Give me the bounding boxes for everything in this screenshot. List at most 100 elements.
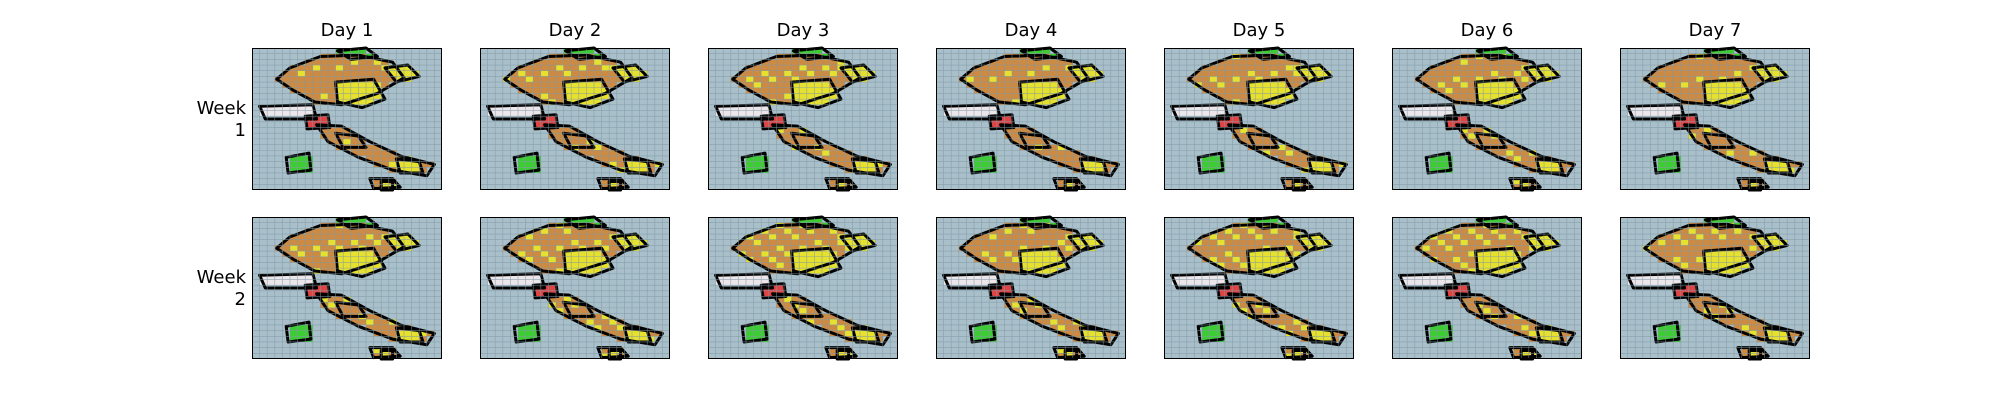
map-cell	[1285, 70, 1294, 77]
map-cell	[1490, 138, 1499, 145]
panel-frame	[1392, 48, 1582, 190]
map-cell	[1506, 65, 1514, 71]
map-cell	[1270, 59, 1278, 66]
map-cell	[974, 245, 982, 252]
map-cell	[1293, 324, 1301, 331]
map-cell	[1513, 155, 1522, 162]
map-cell	[1407, 110, 1415, 117]
map-cell	[829, 87, 838, 94]
map-cell	[381, 319, 389, 325]
map-cell	[1019, 127, 1028, 134]
map-cell	[799, 65, 807, 71]
map-cell	[1255, 82, 1263, 88]
map-cell	[571, 239, 579, 246]
map-cell	[1703, 65, 1712, 71]
map-cell	[1285, 59, 1294, 66]
map-cell	[1711, 262, 1719, 269]
map-cell	[784, 82, 792, 88]
map-cell	[624, 330, 632, 337]
map-cell	[951, 273, 959, 280]
map-cell	[867, 336, 876, 342]
map-cell	[540, 70, 549, 77]
map-cell	[297, 245, 306, 252]
map-cell	[540, 251, 549, 257]
map-cell	[335, 76, 344, 83]
map-cell	[1224, 239, 1233, 246]
map-cell	[943, 104, 952, 111]
map-cell	[1042, 70, 1050, 77]
map-cell	[586, 59, 594, 66]
map-cell	[1680, 239, 1689, 246]
map-cell	[571, 262, 579, 269]
map-cell	[305, 110, 313, 117]
map-cell	[1019, 251, 1028, 257]
map-cell	[1521, 245, 1529, 252]
map-cell	[1711, 65, 1719, 71]
map-cell	[571, 87, 579, 94]
map-cell	[1012, 82, 1020, 88]
map-cell	[791, 234, 800, 240]
map-cell	[556, 307, 564, 314]
map-cell	[1065, 245, 1073, 252]
map-cell	[1004, 234, 1012, 240]
map-cell	[746, 70, 754, 77]
map-cell	[267, 279, 275, 286]
map-cell	[601, 144, 610, 151]
map-cell	[822, 313, 830, 320]
map-cell	[1088, 234, 1096, 240]
map-cell	[1422, 110, 1430, 117]
map-cell	[396, 234, 404, 240]
map-cell	[1232, 234, 1240, 240]
map-cell	[1756, 330, 1765, 337]
map-cell	[1019, 256, 1028, 263]
map-cell	[753, 256, 762, 263]
map-cell	[1741, 256, 1750, 263]
map-cell	[335, 234, 344, 240]
map-cell	[1080, 65, 1088, 71]
map-cell	[1696, 93, 1704, 100]
map-cell	[381, 59, 389, 66]
map-cell	[1034, 262, 1043, 269]
map-cell	[548, 245, 556, 252]
map-cell	[1498, 99, 1506, 105]
map-cell	[1050, 234, 1058, 240]
map-cell	[799, 82, 807, 88]
map-cell	[1012, 76, 1020, 83]
map-cell	[1430, 336, 1438, 342]
map-cell	[556, 76, 564, 83]
map-cell	[335, 127, 344, 134]
map-cell	[1673, 251, 1681, 257]
map-cell	[1490, 93, 1499, 100]
map-cell	[1285, 319, 1294, 325]
map-cell	[1437, 76, 1446, 83]
map-cell	[297, 234, 306, 240]
map-cell	[1300, 70, 1309, 77]
map-cell	[1224, 234, 1233, 240]
map-cell	[1483, 262, 1491, 269]
map-cell	[1460, 296, 1468, 303]
map-cell	[563, 262, 572, 269]
map-cell	[1483, 138, 1491, 145]
map-cell	[981, 273, 990, 280]
grid-lines	[708, 217, 898, 359]
map-cell	[1316, 161, 1324, 168]
map-cell	[799, 138, 807, 145]
map-cell	[1095, 336, 1104, 342]
map-cell	[1050, 228, 1058, 235]
map-cell	[996, 251, 1005, 257]
map-cell	[844, 324, 853, 331]
map-cell	[1293, 76, 1301, 83]
map-cell	[540, 245, 549, 252]
panel-frame	[480, 217, 670, 359]
map-cell	[586, 268, 594, 274]
map-cell	[784, 245, 792, 252]
map-cell	[784, 256, 792, 263]
map-cell	[1012, 262, 1020, 269]
map-cell	[1521, 161, 1529, 168]
map-cell	[996, 234, 1005, 240]
map-cell	[776, 256, 784, 263]
map-cell	[282, 76, 290, 83]
map-cell	[814, 251, 822, 257]
map-cell	[829, 234, 838, 240]
map-cell	[867, 330, 876, 337]
